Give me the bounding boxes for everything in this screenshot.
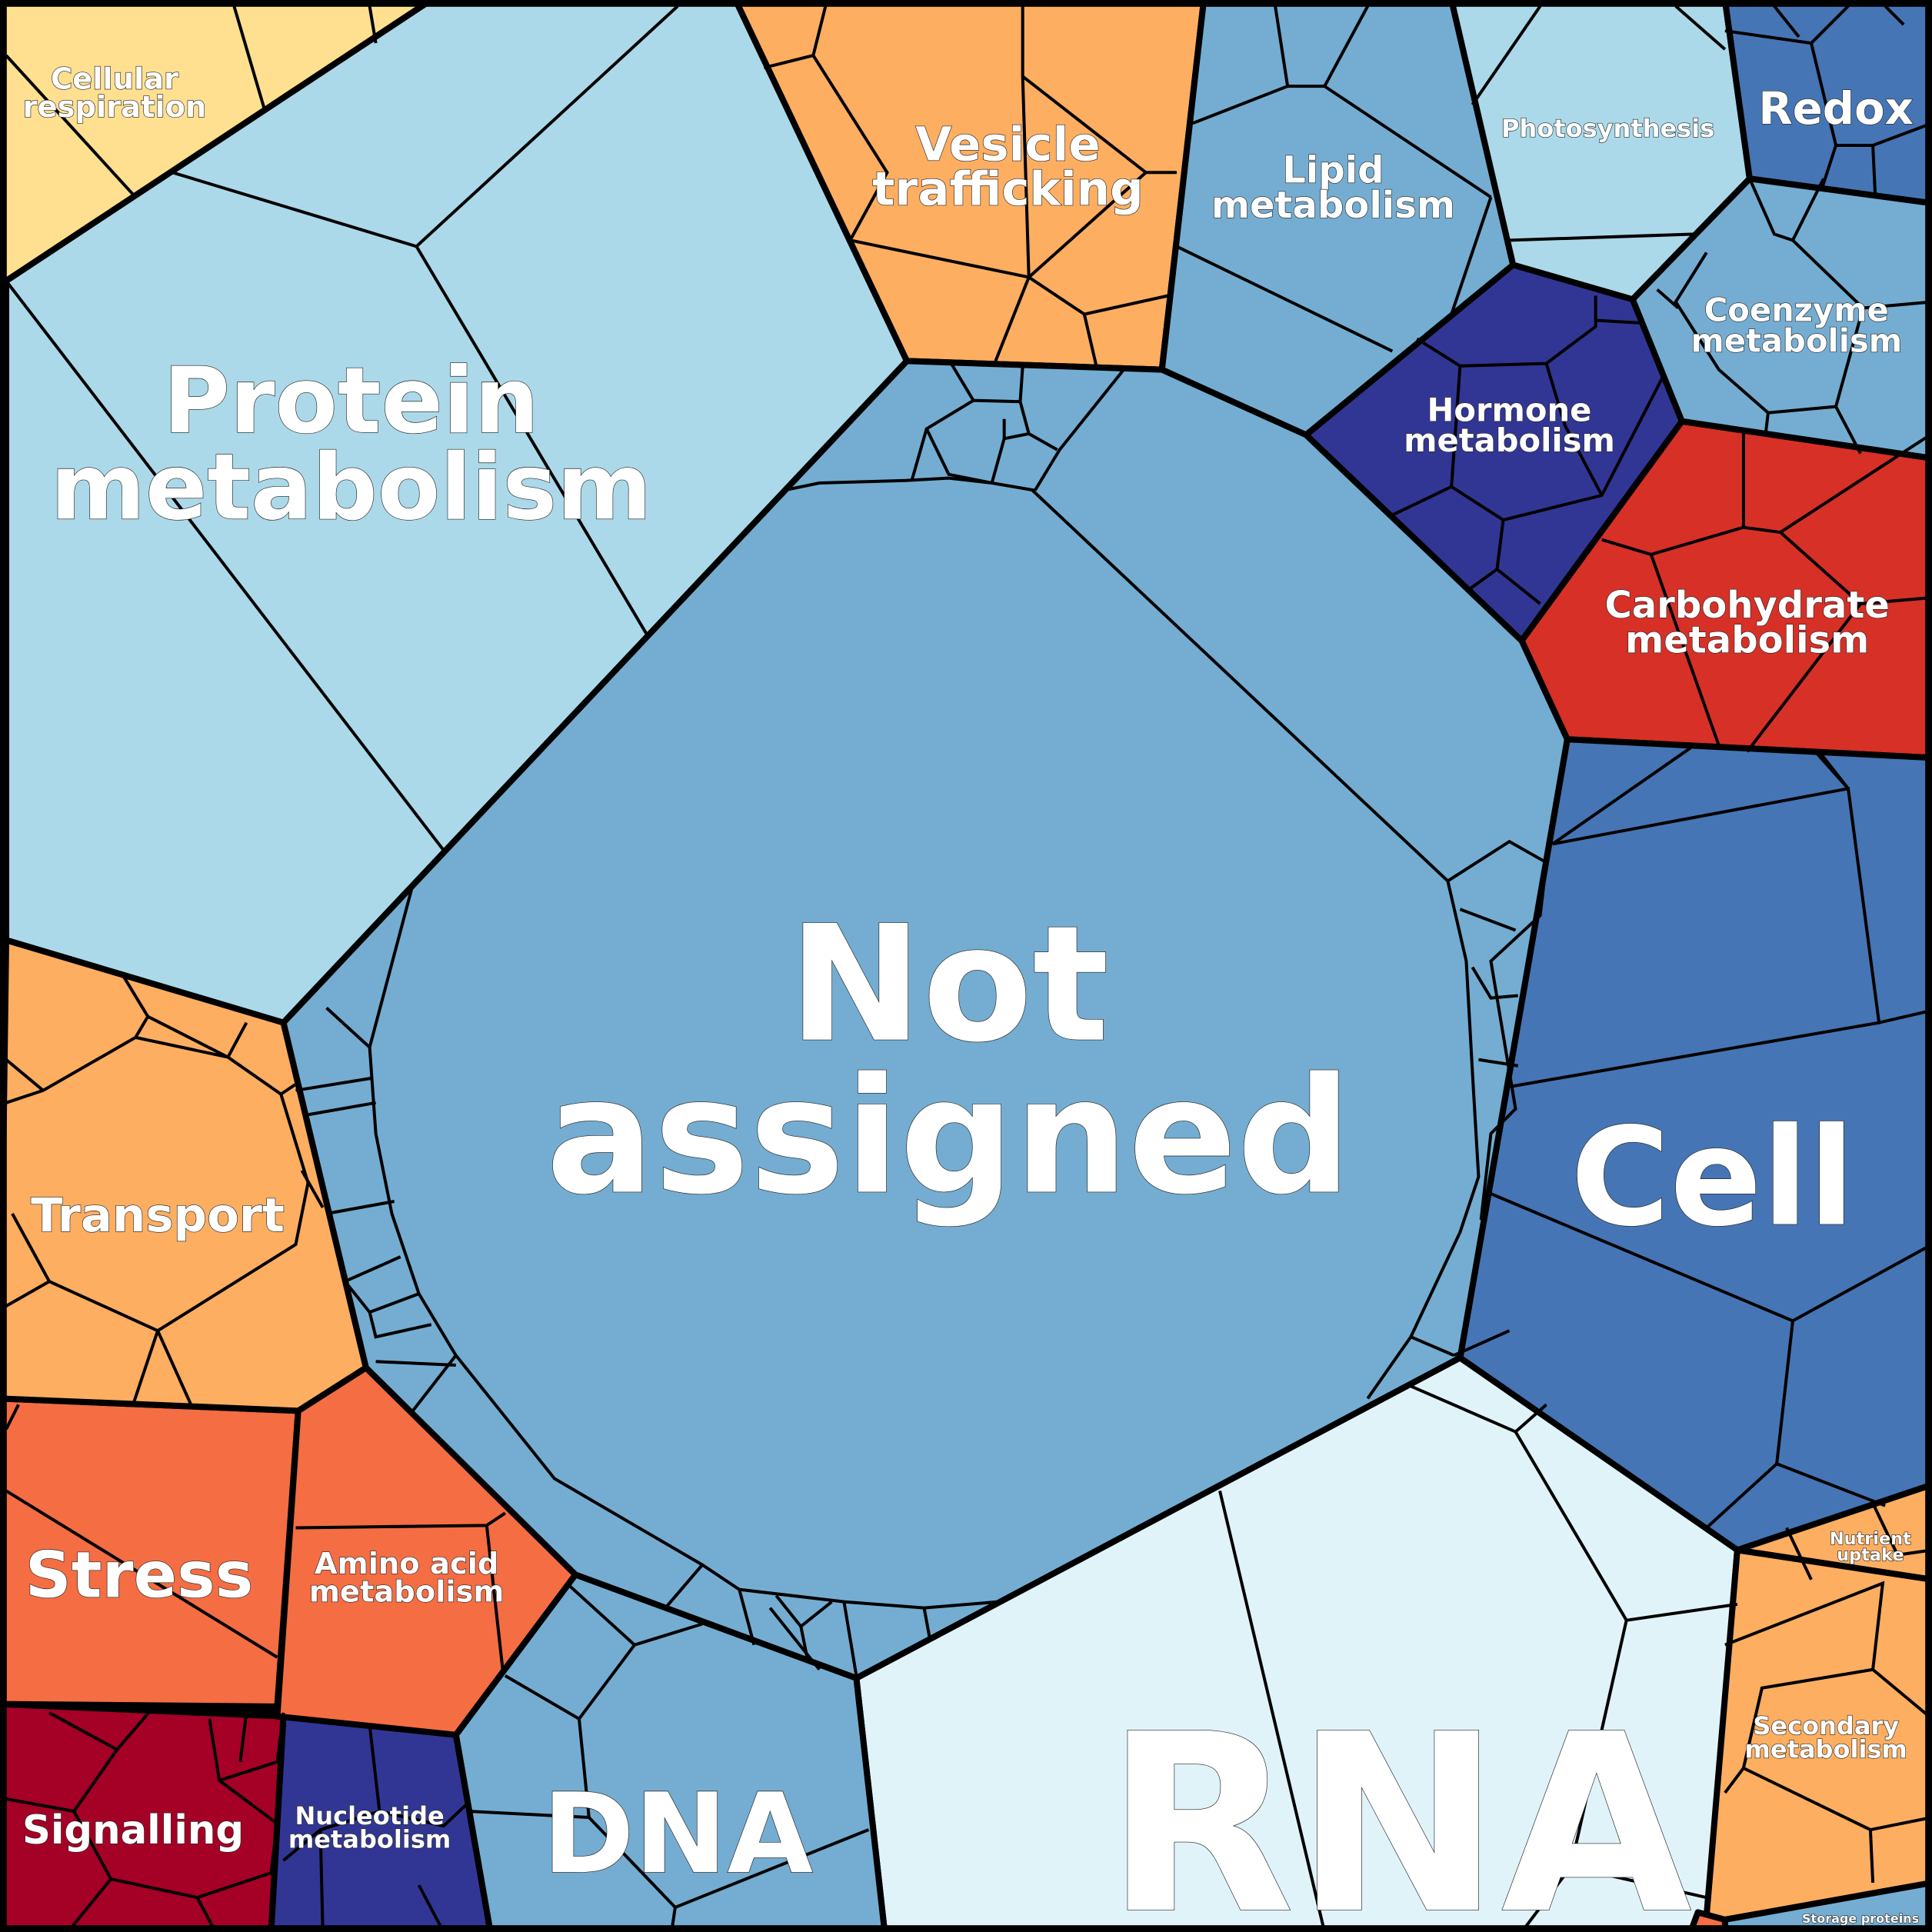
label-line: metabolism <box>288 1824 451 1854</box>
cell-redox <box>1721 0 1932 207</box>
label-line: Cellular <box>51 62 178 96</box>
label-line: metabolism <box>1404 421 1615 459</box>
label-line: Nucleotide <box>295 1801 444 1830</box>
label-line: Redox <box>1758 82 1914 135</box>
label-amino-acid-metabolism: Amino acid metabolism <box>309 1547 505 1610</box>
label-vesicle-trafficking: Vesicle trafficking <box>872 118 1143 217</box>
label-line: metabolism <box>1745 1734 1907 1764</box>
label-line: Not <box>788 892 1109 1078</box>
label-line: Nutrient <box>1830 1529 1911 1549</box>
label-line: respiration <box>23 90 207 125</box>
label-line: metabolism <box>1625 619 1869 662</box>
label-line: Photosynthesis <box>1501 114 1714 143</box>
label-rna: RNA <box>1105 1681 1694 1932</box>
sub-cell-borders <box>5 5 1932 1932</box>
label-line: Coenzyme <box>1704 291 1889 329</box>
label-line: assigned <box>546 1044 1351 1231</box>
label-redox: Redox <box>1758 82 1914 135</box>
label-line: Carbohydrate <box>1605 584 1890 627</box>
label-signalling: Signalling <box>22 1807 244 1854</box>
label-line: Protein <box>163 348 539 454</box>
label-line: Transport <box>31 1188 285 1243</box>
label-line: Storage proteins <box>1802 1911 1919 1926</box>
label-line: Cell <box>1571 1098 1855 1257</box>
label-nucleotide-metabolism: Nucleotide metabolism <box>288 1801 451 1854</box>
label-line: Lipid <box>1282 149 1384 192</box>
label-line: DNA <box>542 1770 813 1899</box>
label-secondary-metabolism: Secondary metabolism <box>1745 1711 1907 1764</box>
label-line: metabolism <box>50 435 651 541</box>
cell-signalling <box>0 1700 287 1932</box>
label-line: Signalling <box>22 1807 244 1854</box>
label-line: trafficking <box>872 162 1143 216</box>
label-line: Stress <box>25 1538 254 1613</box>
label-not-assigned: Not assigned <box>546 892 1351 1231</box>
label-line: Amino acid <box>315 1547 499 1581</box>
label-line: RNA <box>1105 1681 1694 1932</box>
label-lipid-metabolism: Lipid metabolism <box>1211 149 1455 228</box>
label-dna: DNA <box>542 1770 813 1899</box>
label-coenzyme-metabolism: Coenzyme metabolism <box>1690 291 1902 360</box>
label-photosynthesis: Photosynthesis <box>1501 114 1714 143</box>
label-line: uptake <box>1837 1545 1904 1565</box>
label-cell: Cell <box>1571 1098 1855 1257</box>
label-cellular-respiration: Cellular respiration <box>23 62 207 125</box>
label-transport: Transport <box>31 1188 285 1243</box>
label-protein-metabolism: Protein metabolism <box>50 348 651 541</box>
label-line: metabolism <box>1211 184 1455 227</box>
label-stress: Stress <box>25 1538 254 1613</box>
label-line: metabolism <box>1690 321 1902 359</box>
label-line: Secondary <box>1753 1711 1899 1740</box>
label-carbohydrate-metabolism: Carbohydrate metabolism <box>1605 584 1890 662</box>
label-storage-proteins: Storage proteins <box>1802 1911 1919 1926</box>
label-nutrient-uptake: Nutrient uptake <box>1830 1529 1911 1565</box>
label-line: Vesicle <box>915 118 1100 172</box>
label-hormone-metabolism: Hormone metabolism <box>1404 391 1615 459</box>
label-line: Hormone <box>1427 391 1592 428</box>
label-line: metabolism <box>309 1574 505 1609</box>
